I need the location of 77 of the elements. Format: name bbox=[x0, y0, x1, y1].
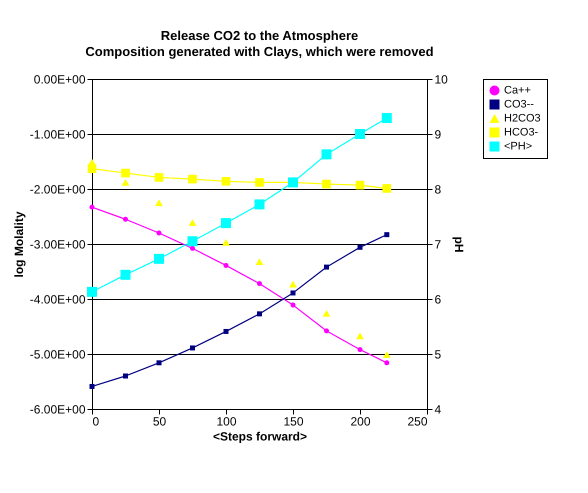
point bbox=[384, 232, 390, 238]
point bbox=[121, 168, 130, 178]
y-tick-label: -2.00E+00 bbox=[30, 182, 86, 196]
point bbox=[156, 230, 162, 236]
y2-tick-label: 10 bbox=[434, 72, 448, 86]
y-axis-title: log Molality bbox=[12, 211, 26, 278]
point bbox=[289, 280, 297, 288]
point bbox=[221, 218, 231, 228]
point bbox=[224, 328, 228, 334]
point bbox=[290, 302, 296, 308]
point bbox=[257, 311, 262, 316]
point bbox=[224, 262, 228, 268]
chart-title: Release CO2 to the Atmosphere bbox=[160, 28, 358, 43]
point bbox=[256, 258, 264, 265]
point bbox=[190, 246, 195, 251]
x-tick-label: 200 bbox=[350, 414, 371, 428]
y-tick-label: -6.00E+00 bbox=[30, 402, 86, 416]
point bbox=[155, 199, 163, 206]
point bbox=[188, 236, 198, 246]
point bbox=[324, 328, 329, 334]
point bbox=[358, 347, 362, 352]
x-tick-label: 150 bbox=[283, 414, 304, 428]
x-tick-label: 0 bbox=[92, 414, 100, 428]
legend-label: H2CO3 bbox=[504, 112, 541, 124]
point bbox=[87, 286, 97, 297]
y2-tick-label: 8 bbox=[434, 182, 442, 196]
point bbox=[382, 113, 392, 124]
point bbox=[122, 179, 130, 186]
x-tick-label: 250 bbox=[407, 414, 428, 428]
point bbox=[257, 281, 262, 286]
legend-label: <PH> bbox=[504, 140, 532, 152]
point bbox=[324, 264, 329, 270]
point bbox=[188, 174, 197, 184]
point bbox=[382, 184, 392, 193]
x-tick-label: 50 bbox=[152, 414, 166, 428]
y2-tick-label: 6 bbox=[434, 292, 442, 306]
point bbox=[382, 351, 391, 358]
point bbox=[356, 180, 364, 190]
point bbox=[120, 270, 130, 280]
y2-axis-title: pH bbox=[452, 236, 466, 252]
point bbox=[254, 199, 264, 210]
point bbox=[322, 149, 332, 160]
point bbox=[90, 204, 94, 210]
y2-tick-label: 4 bbox=[434, 402, 442, 416]
x-axis-title: <Steps forward> bbox=[212, 430, 308, 444]
legend-label: CO3-- bbox=[504, 98, 534, 110]
y2-tick-label: 9 bbox=[434, 128, 442, 142]
y2-tick-label: 5 bbox=[434, 348, 442, 362]
y-tick-label: -3.00E+00 bbox=[30, 238, 86, 252]
point bbox=[123, 374, 128, 378]
point bbox=[222, 238, 230, 246]
y-tick-label: -4.00E+00 bbox=[30, 292, 86, 306]
point bbox=[322, 180, 331, 188]
point bbox=[190, 345, 195, 350]
point bbox=[156, 360, 162, 366]
point bbox=[154, 173, 164, 182]
y-tick-label: -5.00E+00 bbox=[30, 348, 86, 362]
y2-tick-label: 7 bbox=[434, 238, 442, 252]
point bbox=[222, 176, 230, 186]
point bbox=[255, 178, 264, 187]
point bbox=[355, 129, 365, 139]
point bbox=[358, 244, 362, 250]
legend-label: Ca++ bbox=[504, 84, 531, 96]
legend-label: HCO3- bbox=[504, 126, 539, 138]
point bbox=[290, 290, 296, 296]
point bbox=[384, 360, 390, 366]
x-tick-label: 100 bbox=[216, 414, 237, 428]
point bbox=[154, 254, 164, 264]
point bbox=[322, 310, 330, 317]
point bbox=[188, 219, 196, 226]
point bbox=[88, 164, 96, 173]
chart-subtitle: Composition generated with Clays, which were removed bbox=[85, 44, 434, 59]
point bbox=[356, 332, 364, 340]
y-tick-label: 0.00E+00 bbox=[34, 72, 86, 86]
point bbox=[123, 216, 128, 222]
y-tick-label: -1.00E+00 bbox=[30, 128, 86, 142]
point bbox=[90, 384, 94, 389]
